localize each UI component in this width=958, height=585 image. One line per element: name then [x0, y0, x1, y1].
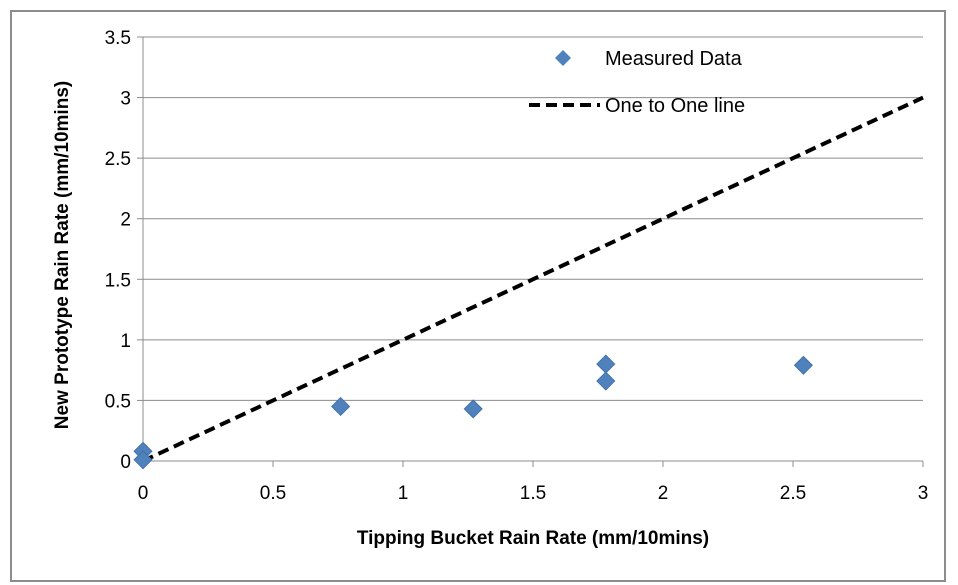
x-tick-label: 0.5: [260, 483, 286, 504]
axes: [137, 36, 924, 467]
x-tick-labels: 0 0.5 1 1.5 2 2.5 3: [138, 483, 929, 504]
y-tick-label: 2.5: [105, 149, 131, 170]
y-tick-label: 3.5: [105, 28, 131, 49]
grid-lines: [143, 36, 923, 401]
data-point-measured: [463, 399, 483, 419]
data-point-measured: [133, 450, 153, 470]
x-tick-label: 0: [138, 483, 149, 504]
data-point-measured: [793, 355, 813, 375]
legend: Measured Data One to One line: [529, 48, 745, 117]
y-axis-title: New Prototype Rain Rate (mm/10mins): [52, 81, 73, 429]
x-tick-label: 2.5: [780, 483, 806, 504]
data-point-measured: [331, 396, 351, 417]
x-tick-label: 2: [658, 483, 669, 504]
legend-label-one-to-one: One to One line: [605, 95, 745, 117]
y-tick-label: 1.5: [105, 270, 131, 291]
y-tick-label: 1: [120, 331, 131, 352]
legend-marker-measured-data: [555, 50, 571, 66]
y-tick-label: 0: [120, 452, 131, 473]
y-tick-label: 0.5: [105, 391, 131, 412]
x-axis-title: Tipping Bucket Rain Rate (mm/10mins): [357, 528, 709, 549]
one-to-one-line: [142, 95, 924, 463]
y-tick-label: 3: [120, 89, 131, 110]
data-points: [133, 354, 813, 470]
x-tick-label: 3: [918, 483, 929, 504]
legend-label-measured-data: Measured Data: [605, 48, 743, 70]
x-tick-label: 1: [398, 483, 409, 504]
y-tick-labels: 0 0.5 1 1.5 2 2.5 3 3.5: [105, 28, 131, 473]
data-point-measured: [596, 354, 616, 374]
x-tick-label: 1.5: [520, 483, 546, 504]
chart-frame: [10, 10, 946, 582]
series-lines: [142, 95, 924, 463]
y-tick-label: 2: [120, 210, 131, 231]
data-point-measured: [596, 371, 616, 391]
